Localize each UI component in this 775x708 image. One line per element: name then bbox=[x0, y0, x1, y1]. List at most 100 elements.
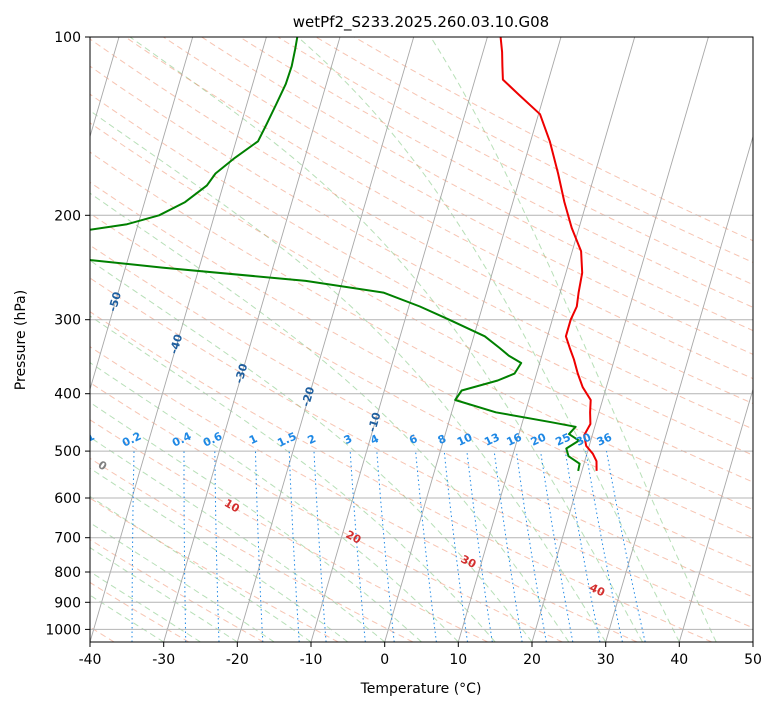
x-tick-label: -30 bbox=[152, 652, 175, 668]
dry-adiabat bbox=[125, 37, 753, 380]
mixing-ratio-label: 0.1 bbox=[73, 430, 96, 450]
y-tick-label: 500 bbox=[54, 444, 81, 460]
isotherm bbox=[457, 37, 636, 642]
mixing-ratio-line bbox=[183, 451, 187, 642]
x-tick-label: -20 bbox=[226, 652, 249, 668]
mixing-ratio-line bbox=[131, 451, 135, 642]
mixing-ratio-line bbox=[540, 451, 574, 642]
dry-adiabat bbox=[90, 65, 753, 430]
isotherm bbox=[90, 37, 267, 642]
y-tick-label: 900 bbox=[54, 595, 81, 611]
dry-adiabat bbox=[90, 212, 753, 568]
x-tick-label: 50 bbox=[744, 652, 762, 668]
isotherm bbox=[163, 37, 341, 642]
dry-adiabat bbox=[353, 37, 753, 242]
mixing-ratio-line bbox=[466, 451, 493, 642]
mixing-ratio-label: 30 bbox=[574, 430, 594, 448]
moist-adiabats bbox=[90, 37, 717, 642]
isotherm bbox=[90, 37, 194, 391]
chart-title: wetPf2_S233.2025.260.03.10.G08 bbox=[293, 13, 549, 32]
mixing-ratio-line bbox=[515, 451, 547, 642]
isotherm-label: -30 bbox=[232, 362, 250, 385]
y-tick-label: 800 bbox=[54, 565, 81, 581]
moist-adiabat bbox=[430, 37, 717, 642]
moist-adiabat bbox=[90, 467, 349, 642]
mixing-ratio-line bbox=[376, 451, 395, 642]
x-tick-label: 0 bbox=[380, 652, 389, 668]
dry-adiabat-label: 20 bbox=[344, 528, 364, 547]
moist-adiabat bbox=[129, 37, 643, 642]
mixing-ratio-line bbox=[585, 451, 623, 642]
isotherm-label: -20 bbox=[299, 385, 317, 408]
x-tick-label: 10 bbox=[449, 652, 467, 668]
isotherm bbox=[384, 37, 562, 642]
y-tick-label: 600 bbox=[54, 491, 81, 507]
mixing-ratio-label: 36 bbox=[595, 430, 615, 448]
profile-lines bbox=[90, 37, 598, 472]
dry-adiabat bbox=[90, 346, 638, 642]
mixing-ratio-line bbox=[313, 451, 327, 642]
mixing-ratio-line bbox=[214, 451, 220, 642]
y-axis-label: Pressure (hPa) bbox=[13, 290, 29, 390]
dry-adiabat bbox=[90, 38, 753, 405]
moist-adiabat bbox=[90, 495, 312, 642]
mixing-ratio-line bbox=[443, 451, 468, 642]
x-axis-ticks: -40 -30 -20 -10 0 10 20 30 40 50 bbox=[79, 642, 762, 668]
moist-adiabat bbox=[90, 362, 459, 642]
dry-adiabat bbox=[90, 93, 753, 456]
isotherm bbox=[310, 37, 488, 642]
x-tick-label: 40 bbox=[670, 652, 688, 668]
y-tick-label: 700 bbox=[54, 531, 81, 547]
x-axis-label: Temperature (°C) bbox=[360, 681, 482, 697]
x-tick-label: 30 bbox=[597, 652, 615, 668]
moist-adiabat bbox=[296, 37, 680, 642]
isotherm-label: -50 bbox=[106, 290, 124, 313]
isotherm bbox=[236, 37, 415, 642]
dry-adiabat-label: 30 bbox=[459, 553, 479, 572]
y-tick-label: 1000 bbox=[45, 622, 81, 638]
dry-adiabat bbox=[239, 37, 753, 308]
moist-adiabat bbox=[90, 192, 570, 642]
dry-adiabat bbox=[315, 37, 753, 263]
x-tick-label: 20 bbox=[523, 652, 541, 668]
dry-adiabat bbox=[201, 37, 753, 332]
y-tick-label: 400 bbox=[54, 387, 81, 403]
mixing-ratio-line bbox=[493, 451, 523, 642]
mixing-ratio-line bbox=[606, 451, 646, 642]
moist-adiabat bbox=[90, 259, 533, 642]
isotherm bbox=[531, 37, 709, 642]
dry-adiabats bbox=[90, 37, 753, 642]
mixing-ratio-line bbox=[255, 451, 264, 642]
isobar-grid bbox=[90, 37, 753, 630]
mixing-ratio-line bbox=[564, 451, 601, 642]
moist-adiabat bbox=[90, 110, 607, 642]
dry-adiabat bbox=[90, 277, 753, 629]
mixing-ratio-label: 16 bbox=[505, 430, 525, 448]
isotherm-label: -10 bbox=[365, 410, 383, 433]
moist-adiabat bbox=[90, 401, 422, 642]
dry-adiabat bbox=[90, 181, 753, 539]
temperature-line bbox=[499, 37, 598, 471]
dry-adiabat bbox=[163, 37, 753, 355]
mixing-ratio-label: 25 bbox=[553, 431, 572, 449]
isotherm bbox=[678, 387, 753, 642]
dewpoint-line bbox=[90, 37, 581, 472]
dry-adiabat bbox=[90, 497, 339, 642]
plot-frame bbox=[89, 36, 754, 643]
isotherm-label: -40 bbox=[167, 332, 185, 355]
y-tick-label: 100 bbox=[54, 30, 81, 46]
x-tick-label: -40 bbox=[79, 652, 102, 668]
x-tick-label: -10 bbox=[300, 652, 323, 668]
dry-adiabat-label: 40 bbox=[588, 581, 608, 599]
mixing-ratio-line bbox=[349, 451, 366, 642]
mixing-ratio-lines bbox=[131, 451, 646, 642]
mixing-ratio-label: 13 bbox=[482, 431, 501, 449]
mixing-ratio-line bbox=[288, 451, 300, 642]
isotherms bbox=[90, 37, 753, 642]
y-tick-label: 200 bbox=[54, 208, 81, 224]
dry-adiabat bbox=[90, 457, 414, 642]
y-axis-ticks: 100 200 300 400 500 600 700 800 900 1000 bbox=[45, 30, 90, 638]
mixing-ratio-line bbox=[415, 451, 437, 642]
moist-adiabat bbox=[90, 315, 496, 642]
